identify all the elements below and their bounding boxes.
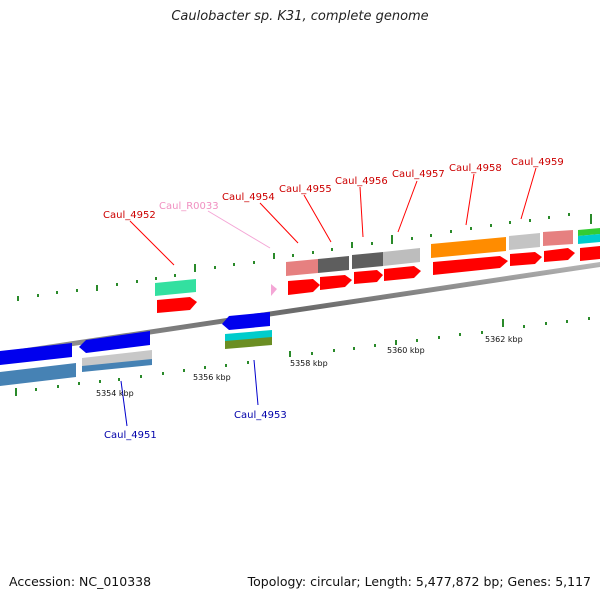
cds-arrow-left-edge bbox=[0, 343, 72, 365]
gene-label: Caul_4954 bbox=[222, 192, 275, 203]
cds-arrow-next-1 bbox=[544, 248, 575, 262]
label-leader-lines bbox=[120, 167, 537, 427]
gene-label: Caul_4953 bbox=[234, 410, 287, 421]
gene-label: Caul_4959 bbox=[511, 157, 564, 168]
gene-label: Caul_4952 bbox=[103, 210, 156, 221]
scale-labels: 5354 kbp 5356 kbp 5358 kbp 5360 kbp 5362… bbox=[96, 335, 523, 398]
cds-arrow-caul-4955 bbox=[320, 275, 352, 290]
outer-tick-marks bbox=[17, 213, 592, 301]
feature-bar-next-3 bbox=[578, 234, 600, 244]
inner-tick-marks bbox=[15, 317, 590, 396]
gene-label: Caul_4955 bbox=[279, 184, 332, 195]
feature-bar-caul-4952 bbox=[155, 279, 196, 296]
cds-arrow-caul-4957 bbox=[384, 266, 421, 281]
cds-arrow-caul-4956 bbox=[354, 270, 383, 284]
accession-text: Accession: NC_010338 bbox=[9, 574, 152, 589]
cds-arrow-caul-4953 bbox=[222, 312, 270, 330]
feature-bar-caul-4957 bbox=[383, 248, 420, 266]
gene-label: Caul_R0033 bbox=[159, 201, 219, 212]
scale-label: 5356 kbp bbox=[193, 373, 231, 382]
cds-arrow-caul-4951 bbox=[79, 331, 150, 353]
scale-label: 5358 kbp bbox=[290, 359, 328, 368]
feature-bar-next-1 bbox=[543, 230, 573, 246]
gene-label: Caul_4951 bbox=[104, 430, 157, 441]
map-title: Caulobacter sp. K31, complete genome bbox=[171, 9, 429, 24]
feature-bar-caul-4955 bbox=[318, 256, 349, 273]
cds-arrow-caul-4958 bbox=[433, 256, 508, 275]
gene-label: Caul_4958 bbox=[449, 163, 502, 174]
cds-arrow-next-2 bbox=[580, 246, 600, 261]
reverse-strand-features bbox=[0, 312, 272, 386]
gene-label: Caul_4956 bbox=[335, 176, 388, 187]
feature-bar-next-2 bbox=[578, 228, 600, 236]
scale-label: 5354 kbp bbox=[96, 389, 134, 398]
forward-strand-features bbox=[155, 228, 600, 313]
scale-label: 5360 kbp bbox=[387, 346, 425, 355]
feature-bar-left-edge bbox=[0, 363, 76, 386]
gene-labels: Caul_4952 Caul_R0033 Caul_4954 Caul_4955… bbox=[103, 157, 564, 441]
feature-bar-caul-4953-olive bbox=[225, 337, 272, 349]
feature-bar-caul-4956 bbox=[352, 252, 383, 269]
feature-bar-caul-4959 bbox=[509, 233, 540, 250]
cds-arrow-caul-4954 bbox=[288, 279, 320, 295]
scale-label: 5362 kbp bbox=[485, 335, 523, 344]
feature-bar-caul-4958 bbox=[431, 237, 506, 258]
rna-marker-caul-r0033 bbox=[271, 284, 277, 296]
feature-bar-caul-4951-blue bbox=[82, 359, 152, 372]
genome-summary-text: Topology: circular; Length: 5,477,872 bp… bbox=[247, 574, 591, 589]
cds-arrow-caul-4952 bbox=[157, 297, 197, 313]
feature-bar-caul-4954 bbox=[286, 259, 318, 276]
gene-label: Caul_4957 bbox=[392, 169, 445, 180]
feature-bar-caul-4951-grey bbox=[82, 350, 152, 367]
cds-arrow-caul-4959 bbox=[510, 252, 542, 266]
